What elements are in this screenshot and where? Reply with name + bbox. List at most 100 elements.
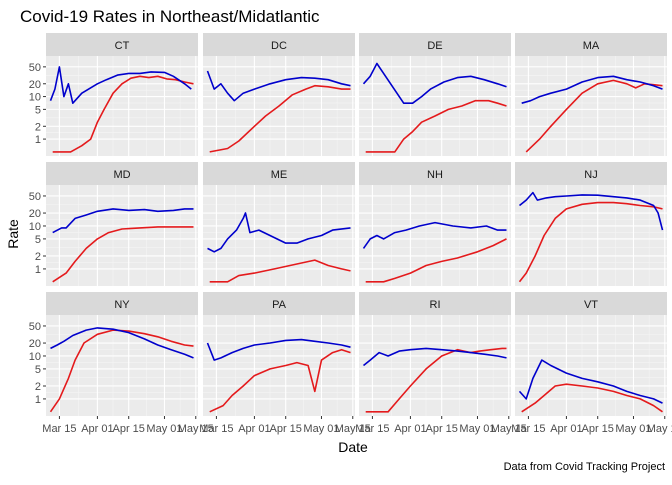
panel-strip bbox=[515, 292, 667, 315]
red-series-line bbox=[365, 238, 507, 283]
chart-title: Covid-19 Rates in Northeast/Midatlantic bbox=[20, 7, 320, 26]
chart-caption: Data from Covid Tracking Project bbox=[504, 461, 665, 473]
panel-strip bbox=[203, 292, 355, 315]
x-axis-label: Date bbox=[338, 439, 368, 455]
red-series-line bbox=[209, 259, 351, 283]
x-tick-label: Apr 15 bbox=[425, 423, 457, 435]
blue-series-line bbox=[206, 70, 351, 102]
panel-nj: NJ bbox=[515, 162, 667, 286]
panel-background bbox=[203, 185, 355, 286]
panel-strip-label: PA bbox=[272, 299, 287, 311]
panel-strip-label: NJ bbox=[584, 169, 597, 181]
panel-background bbox=[359, 185, 511, 286]
y-tick-label: 1 bbox=[35, 394, 41, 406]
red-series-line bbox=[209, 84, 351, 153]
y-tick-label: 2 bbox=[35, 381, 41, 393]
red-series-line bbox=[209, 348, 351, 413]
panel-ma: MA bbox=[515, 33, 667, 156]
panel-strip-label: DC bbox=[271, 40, 287, 52]
panel-de: DE bbox=[359, 33, 511, 156]
y-tick-label: 5 bbox=[35, 104, 41, 116]
panel-strip-label: MA bbox=[583, 40, 600, 52]
x-tick-label: May 01 bbox=[146, 423, 182, 435]
panel-strip bbox=[203, 162, 355, 185]
y-tick-label: 10 bbox=[29, 351, 41, 363]
panel-strip bbox=[359, 33, 511, 56]
blue-series-line bbox=[362, 62, 507, 104]
y-tick-label: 10 bbox=[29, 221, 41, 233]
y-tick-label: 20 bbox=[29, 208, 41, 220]
x-tick-label: May 15 bbox=[335, 423, 371, 435]
x-tick-label: Apr 01 bbox=[394, 423, 426, 435]
y-tick-label: 5 bbox=[35, 234, 41, 246]
panel-strip-label: RI bbox=[430, 299, 441, 311]
blue-series-line bbox=[362, 347, 507, 367]
red-series-line bbox=[52, 226, 194, 283]
panel-strip-label: MD bbox=[113, 169, 130, 181]
panel-strip bbox=[359, 292, 511, 315]
x-tick-label: Apr 15 bbox=[269, 423, 301, 435]
x-tick-label: Mar 15 bbox=[199, 423, 233, 435]
x-tick-label: Apr 15 bbox=[581, 423, 613, 435]
y-tick-label: 2 bbox=[35, 121, 41, 133]
panel-background bbox=[203, 315, 355, 416]
red-series-line bbox=[365, 347, 507, 413]
blue-series-line bbox=[518, 359, 663, 404]
y-tick-label: 1 bbox=[35, 134, 41, 146]
red-series-line bbox=[52, 75, 194, 153]
panel-strip bbox=[515, 162, 667, 185]
panel-background bbox=[46, 56, 198, 156]
y-tick-label: 5 bbox=[35, 364, 41, 376]
panel-background bbox=[359, 315, 511, 416]
x-tick-label: Apr 01 bbox=[238, 423, 270, 435]
panel-strip-label: DE bbox=[427, 40, 442, 52]
x-tick-label: May 15 bbox=[178, 423, 214, 435]
x-tick-label: Mar 15 bbox=[355, 423, 389, 435]
x-tick-label: Mar 15 bbox=[511, 423, 545, 435]
blue-series-line bbox=[50, 327, 194, 359]
panel-dc: DC bbox=[203, 33, 355, 156]
y-tick-label: 50 bbox=[29, 62, 41, 74]
y-tick-label: 1 bbox=[35, 264, 41, 276]
red-series-line bbox=[49, 329, 194, 413]
blue-series-line bbox=[521, 75, 663, 104]
blue-series-line bbox=[362, 221, 507, 249]
panel-strip bbox=[46, 162, 198, 185]
panel-strip-label: NY bbox=[114, 299, 130, 311]
red-series-line bbox=[365, 99, 507, 153]
panel-strip-label: NH bbox=[427, 169, 443, 181]
x-tick-label: May 01 bbox=[303, 423, 339, 435]
y-tick-label: 2 bbox=[35, 251, 41, 263]
x-tick-label: May 15 bbox=[491, 423, 527, 435]
blue-series-line bbox=[49, 66, 192, 104]
blue-series-line bbox=[206, 338, 351, 361]
blue-series-line bbox=[52, 208, 194, 234]
x-tick-label: Mar 15 bbox=[42, 423, 76, 435]
panel-strip bbox=[515, 33, 667, 56]
panel-strip bbox=[359, 162, 511, 185]
panel-strip bbox=[46, 33, 198, 56]
panel-strip-label: ME bbox=[271, 169, 288, 181]
panel-strip-label: VT bbox=[584, 299, 598, 311]
x-tick-label: Apr 01 bbox=[81, 423, 113, 435]
y-tick-label: 20 bbox=[29, 79, 41, 91]
red-series-line bbox=[518, 201, 663, 283]
panel-strip bbox=[203, 33, 355, 56]
x-tick-label: Apr 01 bbox=[550, 423, 582, 435]
x-tick-label: Apr 15 bbox=[112, 423, 144, 435]
panel-strip bbox=[46, 292, 198, 315]
y-tick-label: 50 bbox=[29, 321, 41, 333]
x-tick-label: May 01 bbox=[459, 423, 495, 435]
blue-series-line bbox=[207, 212, 351, 253]
y-tick-label: 50 bbox=[29, 191, 41, 203]
panel-nh: NH bbox=[359, 162, 511, 286]
panel-strip-label: CT bbox=[115, 40, 130, 52]
x-tick-label: May 01 bbox=[615, 423, 651, 435]
